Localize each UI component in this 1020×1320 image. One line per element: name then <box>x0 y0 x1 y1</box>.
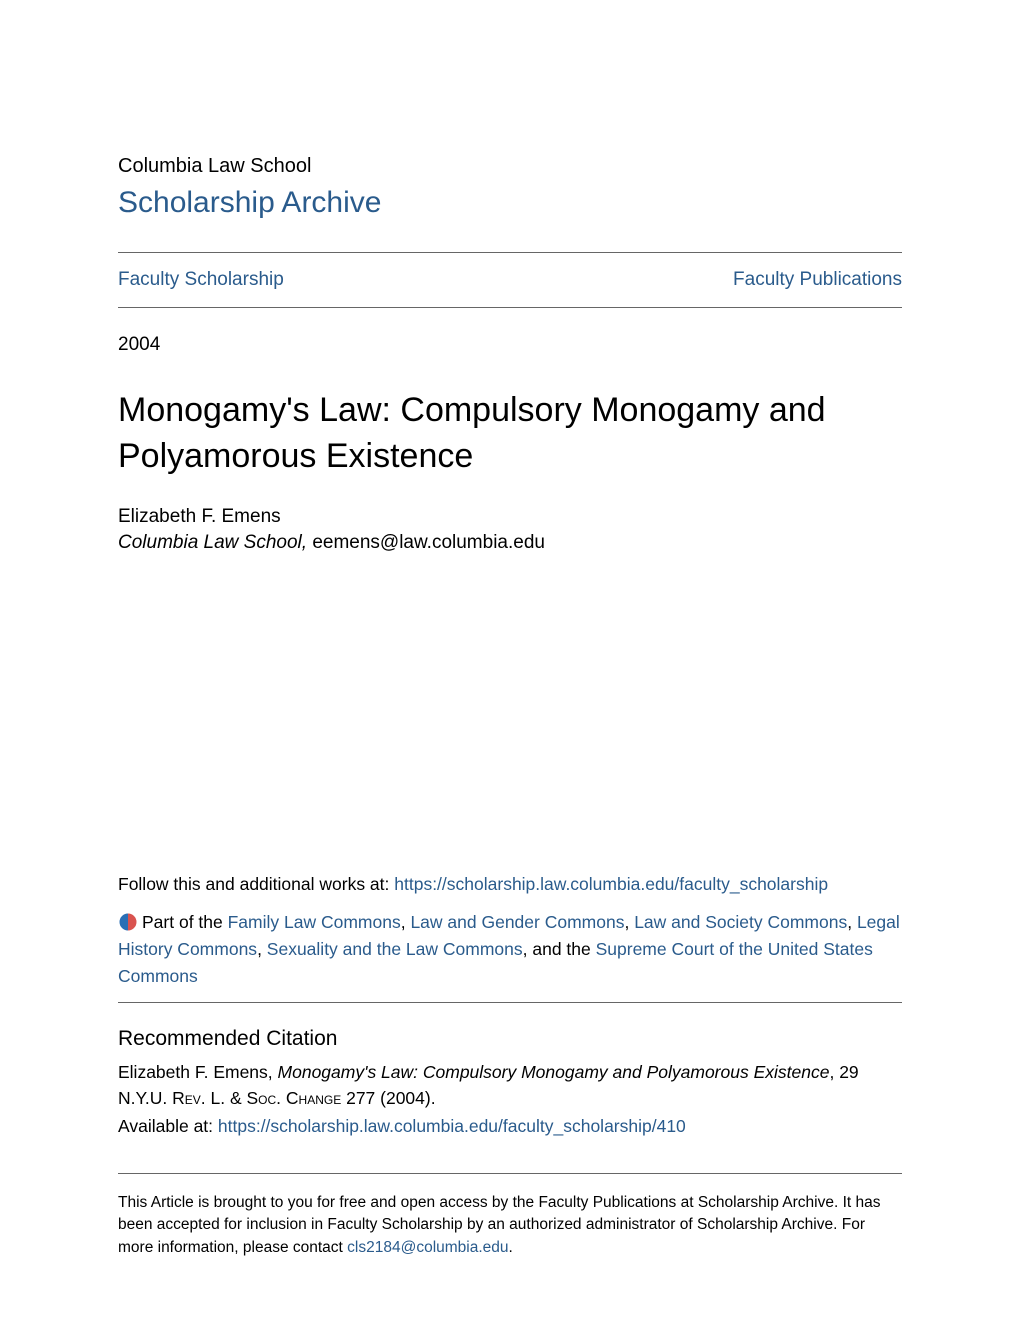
partof-link-0[interactable]: Family Law Commons <box>228 912 401 932</box>
publication-year: 2004 <box>118 334 902 356</box>
footer-text: This Article is brought to you for free … <box>118 1192 902 1259</box>
divider-nav-bottom <box>118 307 902 308</box>
citation-rev: Rev. L. & Soc. Change <box>172 1088 341 1108</box>
vertical-spacer <box>118 554 902 874</box>
faculty-publications-link[interactable]: Faculty Publications <box>733 269 902 291</box>
institution-name: Columbia Law School <box>118 155 902 178</box>
available-at: Available at: https://scholarship.law.co… <box>118 1116 902 1137</box>
citation-title: Monogamy's Law: Compulsory Monogamy and … <box>278 1062 830 1082</box>
part-of-line: Part of the Family Law Commons, Law and … <box>118 909 902 990</box>
footer-period: . <box>509 1239 513 1256</box>
nav-row: Faculty Scholarship Faculty Publications <box>118 253 902 307</box>
author-email: eemens@law.columbia.edu <box>312 532 545 553</box>
recommended-citation-heading: Recommended Citation <box>118 1027 902 1051</box>
partof-and-the: , and the <box>523 939 596 959</box>
partof-link-1[interactable]: Law and Gender Commons <box>410 912 624 932</box>
network-icon <box>118 912 138 932</box>
follow-url[interactable]: https://scholarship.law.columbia.edu/fac… <box>394 874 828 894</box>
divider-mid <box>118 1002 902 1003</box>
footer-contact-email[interactable]: cls2184@columbia.edu <box>347 1239 508 1256</box>
follow-prefix: Follow this and additional works at: <box>118 874 394 894</box>
author-name: Elizabeth F. Emens <box>118 506 902 528</box>
archive-link[interactable]: Scholarship Archive <box>118 186 902 220</box>
citation-pages: 277 (2004). <box>341 1088 435 1108</box>
divider-footer <box>118 1173 902 1174</box>
available-url[interactable]: https://scholarship.law.columbia.edu/fac… <box>218 1116 686 1136</box>
faculty-scholarship-link[interactable]: Faculty Scholarship <box>118 269 284 291</box>
page-container: Columbia Law School Scholarship Archive … <box>0 0 1020 1320</box>
partof-lead: Part of the <box>142 912 228 932</box>
citation-text: Elizabeth F. Emens, Monogamy's Law: Comp… <box>118 1059 902 1112</box>
partof-link-2[interactable]: Law and Society Commons <box>634 912 847 932</box>
follow-line: Follow this and additional works at: htt… <box>118 874 902 895</box>
citation-author: Elizabeth F. Emens, <box>118 1062 278 1082</box>
partof-link-4[interactable]: Sexuality and the Law Commons <box>267 939 523 959</box>
available-prefix: Available at: <box>118 1116 218 1136</box>
article-title: Monogamy's Law: Compulsory Monogamy and … <box>118 388 902 480</box>
author-affiliation: Columbia Law School, eemens@law.columbia… <box>118 532 902 554</box>
affiliation-text: Columbia Law School <box>118 532 302 553</box>
